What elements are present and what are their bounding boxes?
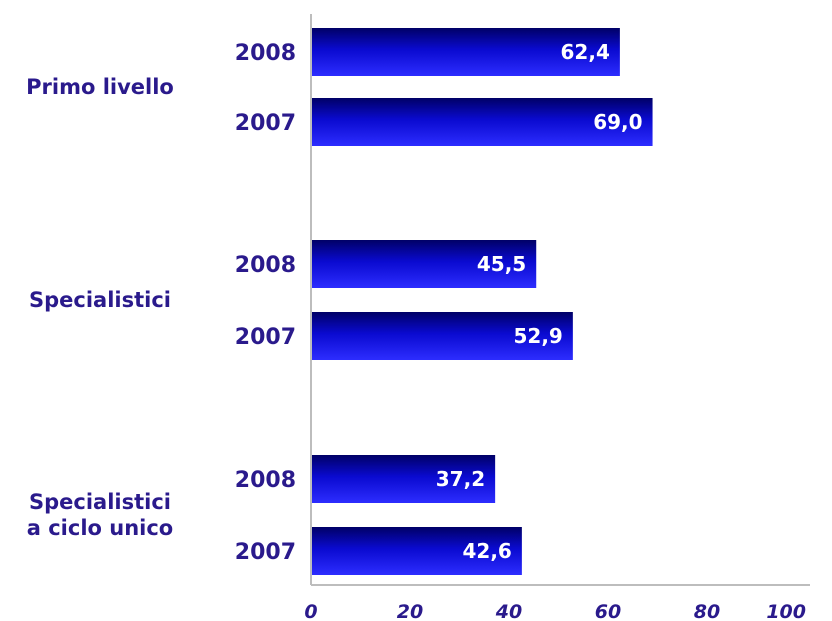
x-tick-label: 20 xyxy=(397,601,423,621)
bar-2007-group-2 xyxy=(311,312,573,360)
category-label: Primo livello xyxy=(26,75,174,99)
bar-value-label: 37,2 xyxy=(436,467,485,491)
year-label-2008: 2008 xyxy=(235,41,296,66)
bar-value-label: 42,6 xyxy=(463,539,512,563)
bar-2007-group-3 xyxy=(311,527,522,575)
bar-value-label: 62,4 xyxy=(561,40,610,64)
x-tick-label: 100 xyxy=(766,601,806,621)
bar-value-label: 45,5 xyxy=(477,252,526,276)
bar-value-label: 69,0 xyxy=(593,110,642,134)
category-label: a ciclo unico xyxy=(27,516,174,540)
bars-layer xyxy=(311,28,653,575)
bar-2007-group-1 xyxy=(311,98,653,146)
bar-value-label: 52,9 xyxy=(513,324,562,348)
category-label: Specialistici xyxy=(29,288,171,312)
x-tick-label: 80 xyxy=(694,601,720,621)
x-tick-label: 0 xyxy=(304,601,317,621)
x-tick-label: 60 xyxy=(595,601,621,621)
year-label-2008: 2008 xyxy=(235,253,296,278)
bar-2008-group-3 xyxy=(311,455,496,503)
year-label-2007: 2007 xyxy=(235,325,296,350)
bar-2008-group-1 xyxy=(311,28,620,76)
year-label-2008: 2008 xyxy=(235,468,296,493)
labels-layer: 62,4 2008 69,0 2007 Primo livello 45,5 2008 52,… xyxy=(26,40,642,565)
bar-2008-group-2 xyxy=(311,240,537,288)
year-label-2007: 2007 xyxy=(235,111,296,136)
category-label: Specialistici xyxy=(29,490,171,514)
x-tick-labels: 0 20 40 60 80 100 xyxy=(304,601,806,621)
year-label-2007: 2007 xyxy=(235,540,296,565)
x-tick-label: 40 xyxy=(495,601,522,621)
